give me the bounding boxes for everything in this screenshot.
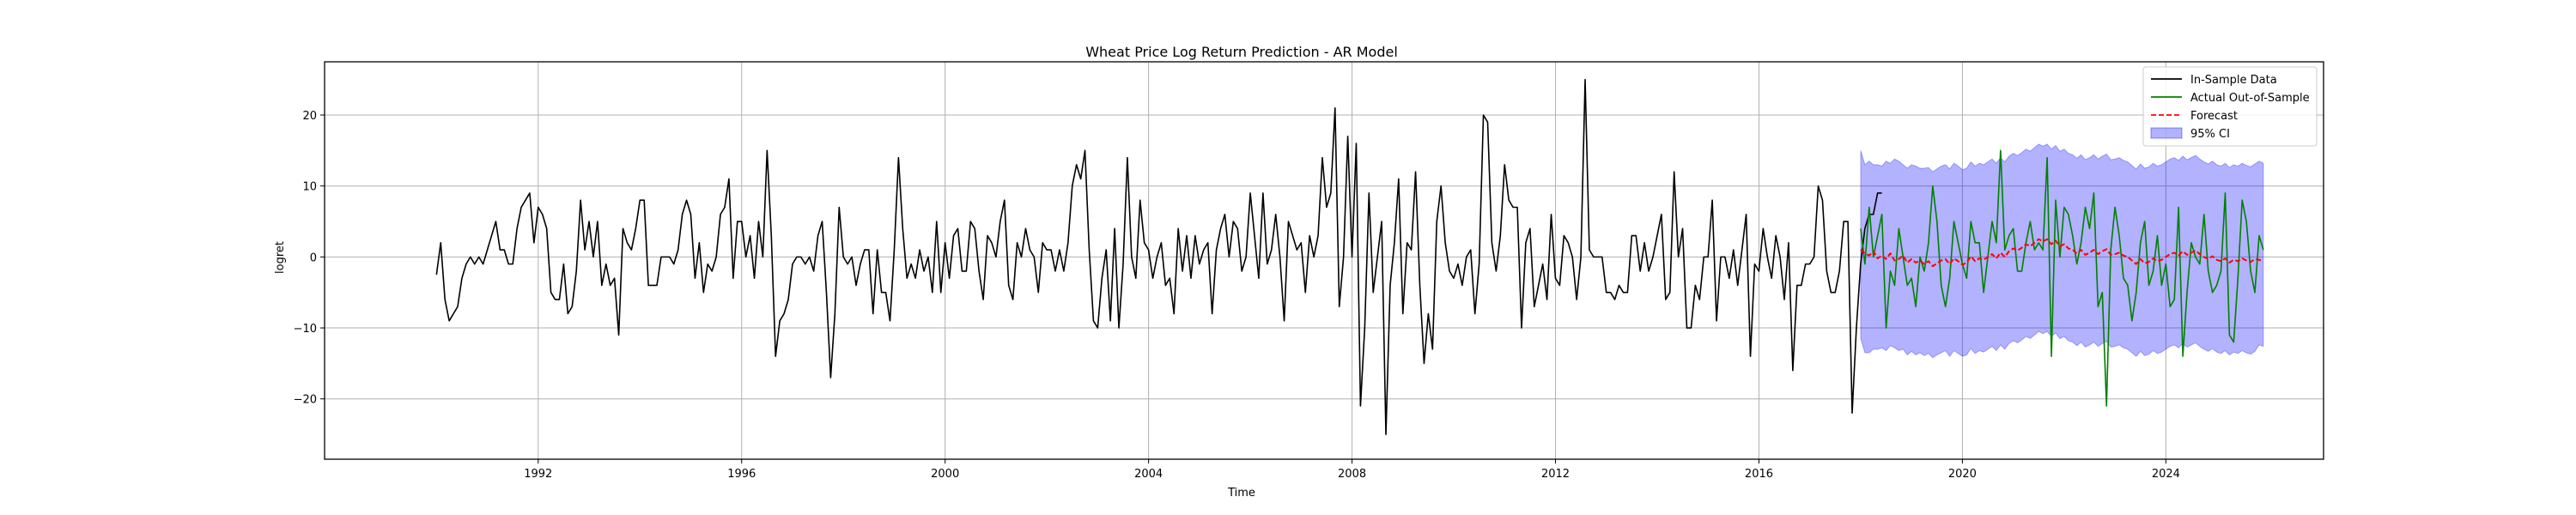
x-tick-label: 2000 bbox=[931, 468, 959, 481]
ci-band bbox=[1860, 143, 2264, 359]
x-tick-label: 2016 bbox=[1745, 468, 1773, 481]
forecast-line bbox=[1860, 238, 2264, 268]
legend-entry-actual-out-of-sample: Actual Out-of-Sample bbox=[2190, 92, 2310, 105]
legend-entry-95-ci: 95% CI bbox=[2190, 128, 2230, 141]
ticks: 1992 1996 2000 2004 2008 2012 2016 2020 2024 −20 −… bbox=[294, 110, 2180, 481]
x-tick-label: 2020 bbox=[1948, 468, 1977, 481]
chart-title: Wheat Price Log Return Prediction - AR M… bbox=[1085, 44, 1398, 60]
x-tick-label: 2008 bbox=[1338, 468, 1366, 481]
y-tick-label: 0 bbox=[310, 251, 317, 264]
actual-out-of-sample-line bbox=[1860, 149, 2264, 407]
x-tick-label: 1992 bbox=[524, 468, 552, 481]
x-axis-label: Time bbox=[1227, 487, 1255, 500]
legend: In-Sample Data Actual Out-of-Sample Foreca… bbox=[2142, 66, 2318, 147]
legend-entry-forecast: Forecast bbox=[2190, 110, 2238, 123]
x-tick-label: 2004 bbox=[1134, 468, 1163, 481]
in-sample-line bbox=[435, 78, 1882, 435]
y-tick-label: 20 bbox=[302, 110, 317, 123]
y-tick-label: −10 bbox=[294, 323, 317, 336]
legend-entry-in-sample: In-Sample Data bbox=[2190, 74, 2277, 87]
x-tick-label: 2012 bbox=[1541, 468, 1570, 481]
x-tick-label: 1996 bbox=[727, 468, 756, 481]
plot-frame bbox=[324, 61, 2324, 460]
y-tick-label: −20 bbox=[294, 394, 317, 407]
y-axis-label: logret bbox=[274, 241, 287, 274]
legend-box bbox=[2142, 66, 2318, 147]
y-tick-label: 10 bbox=[302, 181, 317, 194]
x-tick-label: 2024 bbox=[2152, 468, 2180, 481]
ci-band-layer bbox=[1860, 143, 2264, 359]
series-layer bbox=[435, 78, 2264, 435]
legend-swatch-95-ci bbox=[2150, 127, 2183, 139]
